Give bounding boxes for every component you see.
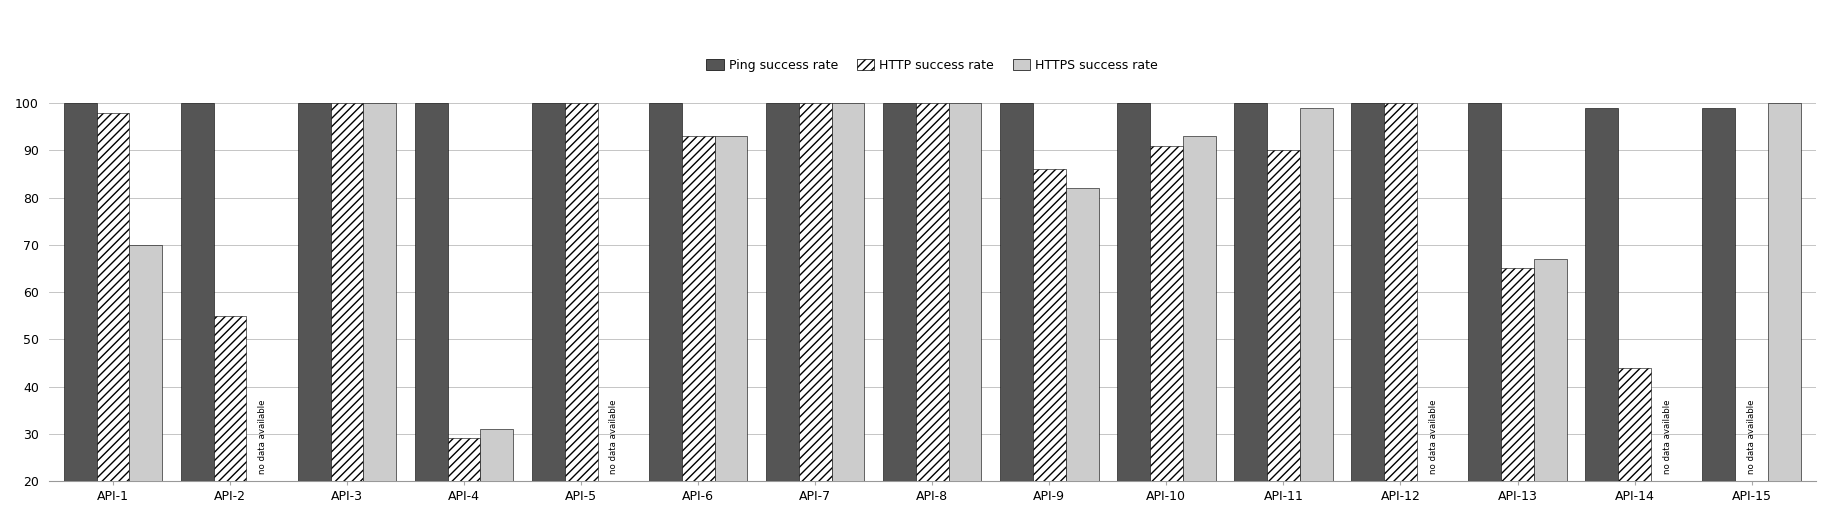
Text: no data available: no data available — [258, 399, 267, 474]
Bar — [1116, 103, 1149, 481]
Bar — [1468, 103, 1501, 481]
Bar — [1702, 108, 1735, 481]
Bar — [648, 103, 681, 481]
Bar — [1065, 188, 1098, 481]
Bar — [1351, 103, 1383, 481]
Bar — [798, 103, 831, 481]
Bar — [765, 103, 798, 481]
Bar — [1233, 103, 1266, 481]
Text: no data available: no data available — [1746, 399, 1755, 474]
Bar — [948, 103, 981, 481]
Bar — [1149, 146, 1182, 481]
Bar — [479, 429, 512, 481]
Bar — [681, 136, 714, 481]
Bar — [97, 112, 130, 481]
Bar — [1299, 108, 1332, 481]
Bar — [362, 103, 395, 481]
Bar — [533, 103, 564, 481]
Bar — [1534, 259, 1566, 481]
Bar — [64, 103, 97, 481]
Text: no data available: no data available — [609, 399, 619, 474]
Bar — [415, 103, 448, 481]
Bar — [999, 103, 1032, 481]
Bar — [1182, 136, 1215, 481]
Bar — [181, 103, 214, 481]
Bar — [1768, 103, 1799, 481]
Bar — [1032, 169, 1065, 481]
Bar — [1618, 368, 1651, 481]
Bar — [298, 103, 331, 481]
Bar — [130, 245, 163, 481]
Text: no data available: no data available — [1662, 399, 1671, 474]
Bar — [1266, 150, 1299, 481]
Bar — [1383, 103, 1416, 481]
Legend: Ping success rate, HTTP success rate, HTTPS success rate: Ping success rate, HTTP success rate, HT… — [701, 54, 1162, 77]
Bar — [1501, 268, 1534, 481]
Bar — [714, 136, 747, 481]
Bar — [214, 315, 247, 481]
Bar — [882, 103, 915, 481]
Bar — [331, 103, 362, 481]
Bar — [915, 103, 948, 481]
Bar — [831, 103, 864, 481]
Bar — [1585, 108, 1618, 481]
Bar — [564, 103, 597, 481]
Text: no data available: no data available — [1427, 399, 1437, 474]
Bar — [448, 438, 479, 481]
